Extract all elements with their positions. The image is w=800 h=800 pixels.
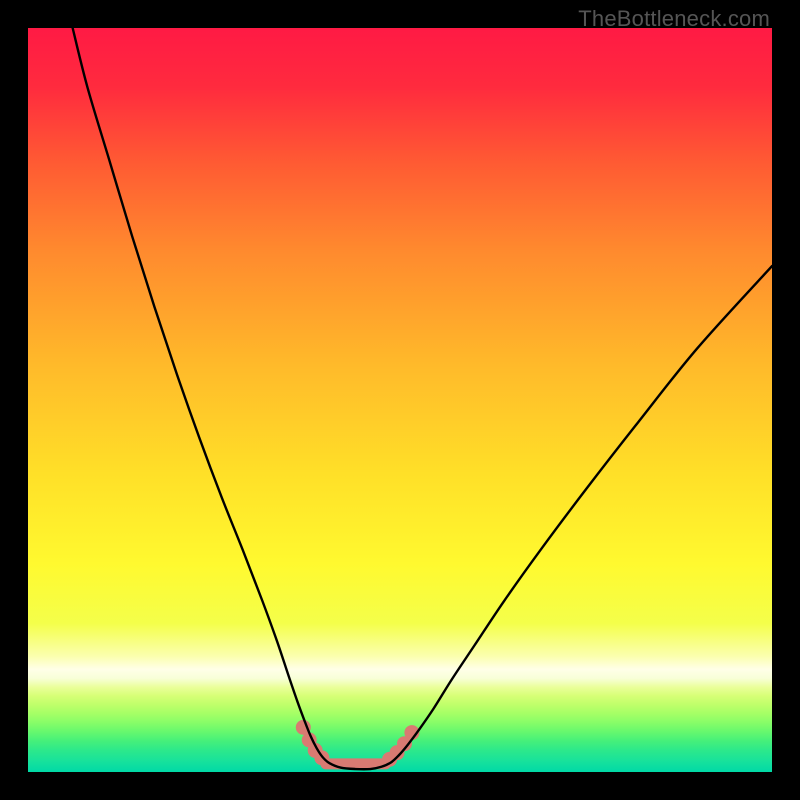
curve-layer [28, 28, 772, 772]
chart-frame: TheBottleneck.com [0, 0, 800, 800]
plot-area [28, 28, 772, 772]
watermark-text: TheBottleneck.com [578, 6, 770, 32]
bottleneck-curve [73, 28, 772, 769]
